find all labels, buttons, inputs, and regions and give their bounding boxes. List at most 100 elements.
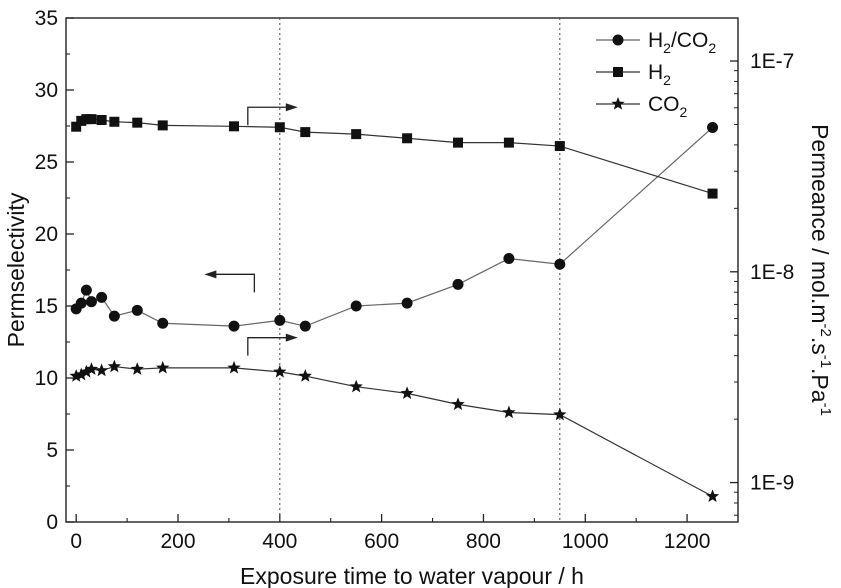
data-point-star: [502, 405, 516, 419]
x-tick-label: 400: [262, 530, 297, 553]
data-point-star: [400, 386, 414, 400]
legend-marker-star: [611, 97, 625, 110]
x-tick-label: 200: [160, 530, 195, 553]
data-point-square: [402, 133, 413, 144]
data-point-square: [157, 120, 168, 131]
data-point-square: [300, 127, 311, 138]
data-point-star: [79, 364, 94, 378]
data-point-star: [84, 362, 99, 375]
data-point-circle: [503, 252, 515, 264]
legend-entry: H2/CO2: [596, 29, 716, 56]
data-point-star: [130, 362, 144, 375]
arrow-shaft: [214, 273, 256, 293]
legend-label: H2/CO2: [648, 29, 716, 56]
legend-label: CO2: [648, 93, 688, 120]
arrow-shaft: [247, 106, 288, 126]
y-right-title-part: .Pa: [807, 368, 833, 403]
data-point-square: [229, 121, 239, 132]
data-point-square: [351, 129, 362, 140]
arrow-right: [247, 103, 298, 126]
y-left-tick-label: 10: [35, 367, 58, 390]
legend-text-part: H: [648, 29, 663, 52]
x-axis-title: Exposure time to water vapour / h: [240, 563, 584, 588]
y-left-tick-label: 20: [35, 223, 58, 246]
data-point-star: [553, 407, 567, 421]
data-point-square: [453, 137, 463, 148]
data-point-circle: [131, 304, 143, 316]
legend-subscript: 2: [680, 104, 688, 120]
y-right-title-part: Permeance / mol.m: [807, 124, 833, 323]
data-point-square: [81, 114, 92, 125]
y-right-tick-label: 1E-7: [750, 50, 794, 73]
data-point-square: [71, 121, 82, 132]
data-point-circle: [75, 297, 87, 309]
series-square: [71, 114, 718, 199]
y-left-tick-label: 15: [35, 295, 58, 318]
axis-indicator-arrows: [204, 103, 298, 356]
data-point-circle: [707, 121, 719, 133]
data-point-star: [349, 379, 363, 393]
x-tick-label: 1000: [562, 530, 609, 553]
y-left-tick-label: 35: [35, 7, 58, 30]
arrow-head: [285, 103, 298, 112]
data-point-square: [503, 137, 514, 148]
plot-frame: [65, 17, 739, 523]
legend-subscript: 2: [708, 40, 716, 56]
arrow-head: [204, 270, 217, 279]
legend-subscript: 2: [663, 72, 671, 88]
data-point-circle: [299, 320, 311, 332]
data-point-star: [74, 367, 88, 381]
data-point-star: [227, 360, 241, 374]
data-point-circle: [350, 300, 362, 312]
data-point-circle: [85, 296, 97, 308]
data-point-star: [156, 360, 170, 374]
data-point-circle: [401, 297, 413, 309]
legend-subscript: 2: [663, 40, 671, 56]
data-point-star: [705, 489, 720, 503]
x-tick-label: 600: [364, 530, 399, 553]
series-line: [75, 126, 713, 327]
legend-label: H2: [648, 61, 671, 88]
data-point-star: [107, 359, 122, 373]
data-point-star: [298, 369, 312, 382]
data-point-square: [96, 115, 107, 126]
y-left-axis-title: Permselectivity: [3, 192, 29, 347]
data-point-circle: [452, 278, 464, 290]
y-left-tick-label: 30: [35, 79, 58, 102]
y-left-tick-label: 5: [46, 439, 58, 462]
series-star: [69, 359, 720, 503]
data-point-circle: [554, 258, 566, 270]
data-point-square: [132, 117, 143, 128]
data-point-circle: [80, 284, 92, 296]
data-point-square: [109, 116, 120, 127]
y-left-tick-label: 0: [46, 511, 58, 534]
data-point-circle: [274, 314, 286, 326]
data-point-star: [273, 364, 287, 378]
arrow-right: [247, 333, 298, 356]
series-line: [75, 118, 713, 195]
data-point-circle: [108, 310, 120, 322]
x-tick-label: 0: [70, 530, 82, 553]
y-right-title-part: .s: [807, 337, 833, 355]
data-point-square: [554, 141, 565, 152]
data-point-square: [274, 122, 285, 133]
data-point-star: [451, 397, 465, 411]
data-point-circle: [96, 291, 108, 303]
series-line: [76, 365, 713, 497]
data-point-square: [86, 114, 97, 125]
y-right-title-superscript: -1: [817, 403, 834, 416]
y-right-axis-title: Permeance / mol.m-2.s-1.Pa-1: [807, 124, 834, 416]
arrow-left: [204, 270, 256, 293]
legend-text-part: H: [648, 61, 663, 84]
x-tick-label: 800: [466, 530, 501, 553]
y-right-tick-label: 1E-8: [750, 261, 794, 284]
x-tick-label: 1200: [664, 530, 711, 553]
data-point-circle: [157, 317, 169, 329]
vertical-reference-lines: [279, 18, 561, 522]
legend-entry: H2: [596, 61, 671, 88]
y-left-tick-label: 25: [35, 151, 58, 174]
data-point-square: [76, 115, 87, 126]
data-point-square: [707, 188, 718, 199]
